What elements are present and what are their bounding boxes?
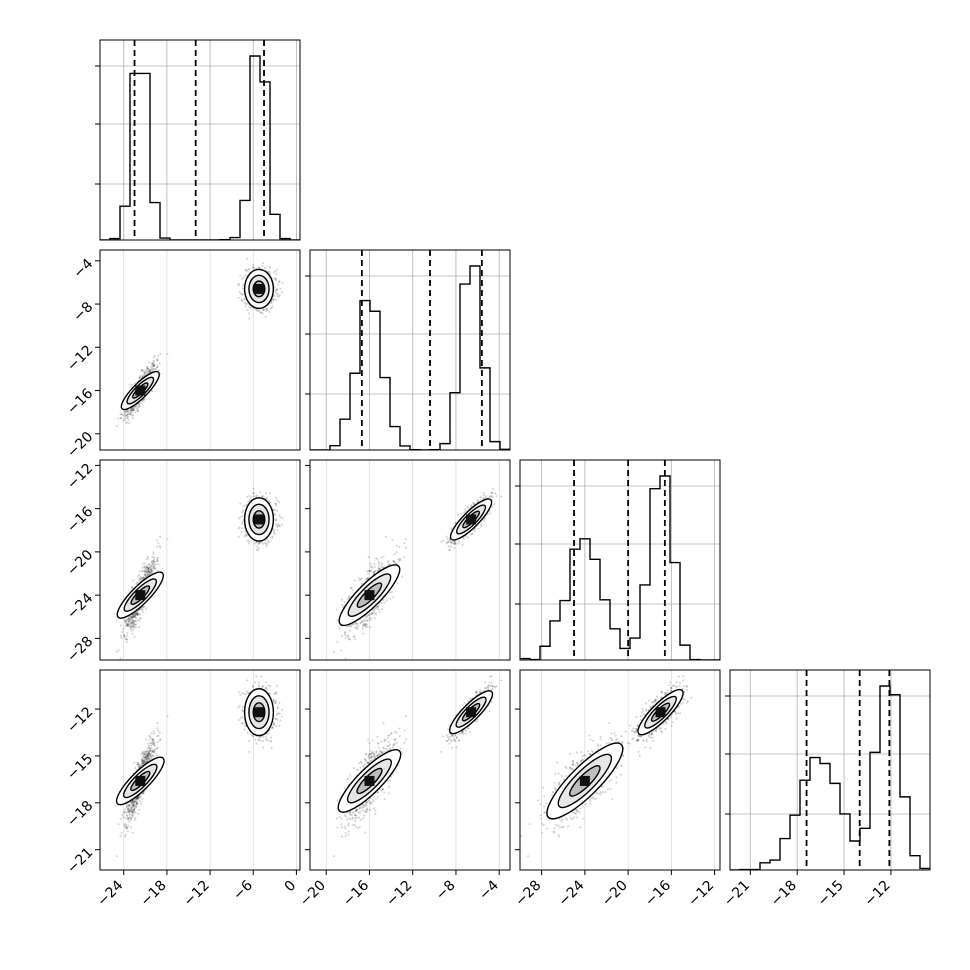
y-tick-label: −20 [64, 547, 96, 579]
y-tick-label: −12 [64, 460, 96, 492]
x-tick-label: −16 [642, 877, 674, 909]
x-tick-label: −6 [230, 877, 256, 903]
panel-frame [309, 669, 511, 871]
density-peak [579, 775, 590, 786]
hist-step [310, 265, 510, 450]
panel-frame [99, 459, 301, 661]
panel-2-0: −28 −24 −20 −16 −12 [64, 459, 301, 666]
panel-2-1 [305, 459, 511, 661]
density-peak [655, 707, 666, 718]
x-tick-label: −16 [340, 877, 372, 909]
x-tick-label: −4 [476, 877, 502, 903]
y-tick-label: −18 [64, 798, 96, 830]
x-tick-label: −12 [383, 878, 415, 910]
hist-step [730, 685, 930, 870]
x-tick-label: −20 [297, 878, 329, 910]
x-tick-label: −12 [685, 878, 717, 910]
density-peak [135, 385, 146, 396]
hist-step [520, 475, 720, 660]
density-peak [364, 775, 375, 786]
x-tick-label: −20 [599, 878, 631, 910]
density-peak [135, 775, 146, 786]
panel-frame [309, 459, 511, 661]
x-tick-label: −12 [862, 878, 894, 910]
density-peak [466, 707, 477, 718]
x-tick-label: −8 [433, 878, 459, 904]
x-tick-label: −15 [815, 878, 847, 910]
density-peak [364, 590, 375, 601]
y-tick-label: −28 [64, 633, 96, 665]
x-tick-label: −18 [138, 878, 170, 910]
panel-3-2: −28 −24 −20 −16 −12 [512, 669, 721, 910]
y-tick-label: −20 [64, 429, 96, 461]
hist-step [100, 55, 300, 240]
x-tick-label: −21 [721, 878, 753, 910]
x-tick-label: −24 [94, 877, 126, 909]
panel-3-3: −21 −18 −15 −12 [721, 669, 931, 910]
y-tick-label: −12 [64, 342, 96, 374]
x-tick-label: −18 [768, 878, 800, 910]
panel-frame [99, 669, 301, 871]
x-tick-label: 0 [282, 878, 300, 896]
y-tick-label: −12 [64, 704, 96, 736]
y-tick-label: −4 [70, 256, 96, 282]
x-tick-label: −12 [181, 878, 213, 910]
density-peak [253, 707, 264, 718]
panel-frame [519, 459, 721, 661]
panel-2-2 [515, 459, 721, 661]
panel-frame [99, 39, 301, 241]
panel-frame [99, 249, 301, 451]
y-tick-label: −16 [64, 504, 96, 536]
density-peak [135, 590, 146, 601]
panel-3-1: −20 −16 −12 −8 −4 [297, 669, 511, 910]
panel-0-0 [95, 39, 301, 241]
x-tick-label: −28 [512, 878, 544, 910]
y-tick-label: −21 [64, 845, 96, 877]
panel-frame [519, 669, 721, 871]
panel-1-1 [305, 249, 511, 451]
panel-1-0: −20 −16 −12 −8 −4 [64, 249, 301, 461]
panel-frame [729, 669, 931, 871]
y-tick-label: −24 [64, 590, 96, 622]
panel-3-0: −21 −18 −15 −12 −24 −18 −12 −6 0 [64, 669, 301, 910]
y-tick-label: −16 [64, 386, 96, 418]
y-tick-label: −8 [70, 299, 96, 325]
density-peak [253, 283, 264, 294]
density-peak [253, 514, 264, 525]
density-peak [466, 514, 477, 525]
y-tick-label: −15 [64, 751, 96, 783]
x-tick-label: −24 [555, 877, 587, 909]
panel-frame [309, 249, 511, 451]
